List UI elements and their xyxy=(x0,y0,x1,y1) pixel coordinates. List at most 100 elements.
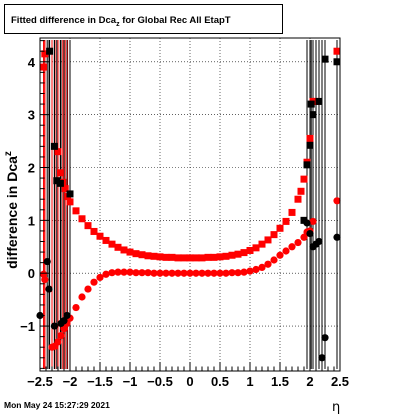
x-tick-label: 0 xyxy=(186,374,193,389)
data-point xyxy=(192,269,200,277)
data-point xyxy=(240,249,248,257)
data-point xyxy=(282,247,290,255)
data-point xyxy=(210,269,218,277)
data-point xyxy=(144,269,152,277)
axes: −2.5 −2 −1.5 −1 −0.5 0 0.5 1 1.5 2 2.5 −1 0 1 2 3 4 xyxy=(20,40,349,389)
data-point xyxy=(162,269,170,277)
x-tick-label: 0.5 xyxy=(211,374,229,389)
data-point xyxy=(168,253,176,261)
data-markers xyxy=(36,47,341,362)
data-point xyxy=(180,269,188,277)
data-point xyxy=(78,215,86,223)
data-point xyxy=(162,253,170,261)
chart-title-sub: z xyxy=(116,20,120,28)
data-point xyxy=(282,217,290,225)
data-point xyxy=(45,285,53,293)
chart-title-box: Fitted difference in Dcaz for Global Rec… xyxy=(4,4,283,34)
x-tick-label: 1 xyxy=(246,374,253,389)
data-point xyxy=(156,253,164,261)
data-point xyxy=(307,100,315,108)
plot-frame xyxy=(39,37,341,372)
data-point xyxy=(315,97,323,105)
chart-title-main: Fitted difference in Dca xyxy=(11,15,117,26)
data-point xyxy=(66,198,74,206)
data-point xyxy=(96,273,104,282)
data-point xyxy=(198,269,206,277)
data-point xyxy=(56,179,64,187)
y-tick-label: 3 xyxy=(28,108,35,123)
data-point xyxy=(102,270,110,278)
data-point xyxy=(50,142,58,150)
chart-title-rest: for Global Rec All EtapT xyxy=(119,15,231,26)
data-point xyxy=(300,216,308,224)
data-point xyxy=(246,246,254,254)
data-point xyxy=(66,190,74,198)
data-point xyxy=(276,251,284,259)
data-point xyxy=(246,267,254,275)
data-point xyxy=(78,293,86,301)
data-point xyxy=(198,254,206,262)
x-axis-label: η xyxy=(332,400,340,414)
x-tick-label: −2 xyxy=(63,374,78,389)
data-point xyxy=(174,254,182,262)
data-point xyxy=(288,208,296,216)
data-point xyxy=(61,185,69,193)
data-point xyxy=(300,233,308,241)
data-point xyxy=(210,253,218,261)
data-point xyxy=(186,254,194,262)
data-point xyxy=(309,111,317,119)
data-point xyxy=(41,275,49,284)
data-point xyxy=(108,240,116,248)
data-point xyxy=(40,63,48,71)
data-point xyxy=(258,240,266,248)
data-point xyxy=(228,251,236,259)
data-point xyxy=(333,58,341,66)
data-point xyxy=(72,303,80,312)
data-point xyxy=(126,248,134,256)
chart-title: Fitted difference in Dcaz for Global Rec… xyxy=(11,15,231,28)
data-point xyxy=(306,141,314,149)
data-point xyxy=(333,47,341,55)
data-point xyxy=(234,269,242,277)
data-point xyxy=(204,253,212,261)
data-point xyxy=(150,269,158,277)
grid-lines xyxy=(40,38,340,371)
data-point xyxy=(138,269,146,277)
data-point xyxy=(56,169,64,177)
data-point xyxy=(84,285,92,293)
y-tick-label: 2 xyxy=(28,161,35,176)
data-point xyxy=(288,243,296,251)
data-point xyxy=(108,269,116,277)
data-point xyxy=(90,227,98,235)
data-point xyxy=(50,322,59,330)
x-tick-label: −1 xyxy=(123,374,138,389)
data-point xyxy=(150,252,158,260)
data-point xyxy=(72,207,80,215)
data-point xyxy=(204,269,212,277)
data-point xyxy=(132,250,140,258)
data-point xyxy=(270,256,278,264)
y-tick-label: −1 xyxy=(20,319,35,334)
data-point xyxy=(132,269,140,277)
data-point xyxy=(321,334,329,342)
data-point xyxy=(258,263,266,271)
data-point xyxy=(252,265,260,274)
y-axis-label-main: difference in Dca xyxy=(4,156,20,269)
y-axis-label: difference in Dcaz xyxy=(3,151,20,269)
data-point xyxy=(303,161,311,169)
data-point xyxy=(306,229,314,238)
data-point xyxy=(126,268,134,276)
x-tick-label: −1.5 xyxy=(87,374,113,389)
data-point xyxy=(321,55,329,63)
data-point xyxy=(63,311,71,320)
data-point xyxy=(270,231,278,239)
data-point xyxy=(309,217,317,226)
data-point xyxy=(114,243,122,251)
y-axis-label-sub: z xyxy=(3,151,14,156)
data-point xyxy=(234,250,242,258)
data-point xyxy=(57,331,65,340)
data-point xyxy=(252,244,260,252)
data-point xyxy=(168,269,176,277)
timestamp: Mon May 24 15:27:29 2021 xyxy=(4,400,110,410)
